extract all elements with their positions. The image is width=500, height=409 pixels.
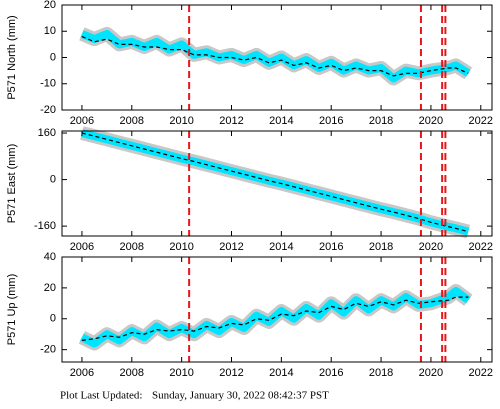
- x-tick-label: 2016: [319, 115, 343, 127]
- x-tick-label: 2008: [120, 241, 144, 253]
- x-tick-label: 2020: [419, 241, 443, 253]
- y-tick-label: 0: [50, 313, 56, 325]
- x-tick-label: 2020: [419, 367, 443, 379]
- y-tick-label: -160: [34, 220, 56, 232]
- y-tick-label: -20: [40, 104, 56, 116]
- plot-frame: [61, 130, 493, 237]
- y-tick-label: 0: [50, 173, 56, 185]
- x-tick-label: 2022: [469, 241, 493, 253]
- x-tick-label: 2010: [169, 115, 193, 127]
- y-axis-label: P571 Up (mm): [6, 274, 18, 346]
- x-tick-label: 2022: [469, 115, 493, 127]
- x-tick-label: 2012: [219, 241, 243, 253]
- x-tick-label: 2006: [70, 241, 94, 253]
- x-tick-label: 2018: [369, 241, 393, 253]
- footer-timestamp: Sunday, January 30, 2022 08:42:37 PST: [152, 390, 329, 402]
- x-tick-label: 2008: [120, 115, 144, 127]
- y-tick-label: 0: [50, 51, 56, 63]
- footer-label: Plot Last Updated:: [60, 390, 143, 402]
- y-tick-label: 20: [44, 0, 56, 11]
- x-tick-label: 2012: [219, 115, 243, 127]
- x-tick-label: 2022: [469, 367, 493, 379]
- y-tick-label: -10: [40, 78, 56, 90]
- model-line: [81, 296, 469, 341]
- y-axis-label: P571 East (mm): [6, 144, 18, 223]
- y-tick-label: 10: [44, 25, 56, 37]
- x-tick-label: 2014: [269, 367, 293, 379]
- plot-frame: [61, 256, 493, 363]
- x-tick-label: 2016: [319, 241, 343, 253]
- y-axis-label: P571 North (mm): [6, 15, 18, 99]
- data-line: [80, 287, 471, 348]
- model-line: [81, 132, 469, 233]
- x-tick-label: 2006: [70, 367, 94, 379]
- x-tick-label: 2018: [369, 115, 393, 127]
- x-tick-label: 2018: [369, 367, 393, 379]
- x-tick-label: 2012: [219, 367, 243, 379]
- x-tick-label: 2014: [269, 241, 293, 253]
- x-tick-label: 2014: [269, 115, 293, 127]
- y-tick-label: 20: [44, 282, 56, 294]
- y-tick-label: 160: [38, 127, 56, 139]
- x-tick-label: 2016: [319, 367, 343, 379]
- x-tick-label: 2008: [120, 367, 144, 379]
- y-tick-label: -20: [40, 344, 56, 356]
- data-line: [80, 29, 471, 83]
- x-tick-label: 2006: [70, 115, 94, 127]
- x-tick-label: 2020: [419, 115, 443, 127]
- x-tick-label: 2010: [169, 241, 193, 253]
- x-tick-label: 2010: [169, 367, 193, 379]
- model-line: [81, 35, 469, 77]
- y-tick-label: 40: [44, 251, 56, 263]
